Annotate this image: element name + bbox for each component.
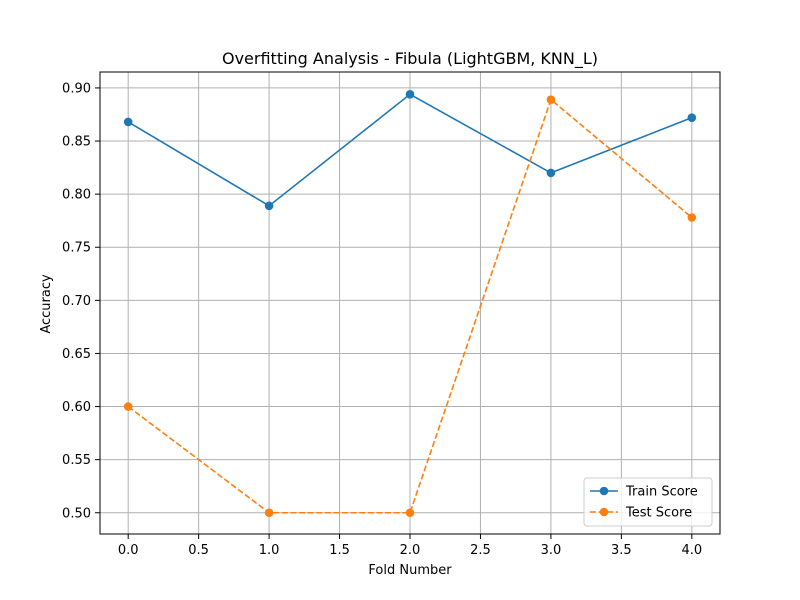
y-tick-label: 0.75	[62, 241, 91, 256]
test-score-point	[546, 95, 556, 104]
test-score-point	[405, 508, 415, 518]
train-score-point	[405, 90, 415, 99]
x-tick-label: 2.0	[400, 543, 421, 558]
legend-label: Train Score	[625, 485, 698, 500]
series-layer	[123, 90, 697, 518]
x-tick-label: 4.0	[681, 543, 702, 558]
y-tick-label: 0.55	[62, 453, 91, 468]
legend: Train Score Test Score	[583, 477, 713, 527]
test-score-line	[127, 98, 693, 514]
x-tick-label: 1.5	[329, 543, 350, 558]
legend-label: Test Score	[625, 506, 692, 521]
test-score-point	[264, 508, 274, 518]
legend-entry-train-score: Train Score	[590, 485, 698, 500]
y-tick-label: 0.50	[62, 506, 91, 521]
y-tick-label: 0.85	[62, 135, 91, 150]
y-tick-label: 0.60	[62, 400, 91, 415]
x-tick-label: 0.5	[188, 543, 209, 558]
x-tick-label: 0.0	[118, 543, 139, 558]
x-axis-label: Fold Number	[368, 563, 452, 578]
y-tick-label: 0.90	[62, 81, 91, 96]
x-tick-label: 2.5	[470, 543, 491, 558]
legend-swatch-marker	[599, 507, 609, 517]
y-tick-label: 0.70	[62, 294, 91, 309]
test-score-point	[687, 213, 697, 222]
train-score-point	[264, 201, 274, 211]
y-axis-label: Accuracy	[39, 274, 54, 334]
train-score-series	[123, 90, 697, 211]
y-tick-label: 0.80	[62, 188, 91, 203]
chart-title: Overfitting Analysis - Fibula (LightGBM,…	[222, 49, 598, 69]
legend-swatch-marker	[599, 486, 609, 496]
x-tick-label: 3.0	[541, 543, 562, 558]
train-score-point	[687, 113, 697, 122]
x-tick-label: 3.5	[611, 543, 632, 558]
legend-entry-test-score: Test Score	[590, 506, 692, 521]
x-tick-label: 1.0	[259, 543, 280, 558]
legend-box	[583, 477, 713, 527]
train-score-point	[123, 117, 133, 127]
test-score-series	[123, 95, 697, 518]
test-score-point	[123, 402, 133, 411]
x-axis-ticks: 0.0 0.5 1.0 1.5 2.0 2.5 3.0 3.5 4.0	[118, 534, 702, 558]
y-tick-label: 0.65	[62, 347, 91, 362]
train-score-point	[546, 168, 556, 178]
y-axis-ticks: 0.50 0.55 0.60 0.65 0.70 0.75 0.80 0.85 0.90	[62, 81, 100, 521]
